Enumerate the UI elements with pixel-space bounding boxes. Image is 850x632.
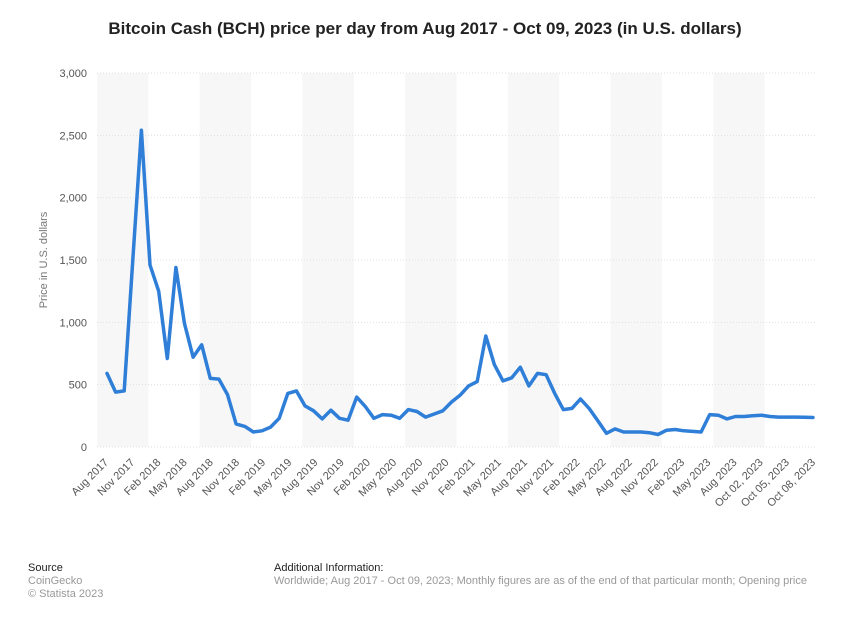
- series-layer: [105, 128, 815, 437]
- plot-band: [713, 73, 765, 447]
- y-axis-label: Price in U.S. dollars: [38, 211, 50, 308]
- series-line: [105, 128, 815, 437]
- source-heading: Source: [28, 562, 63, 574]
- additional-info-block: Additional Information: Worldwide; Aug 2…: [274, 562, 834, 588]
- y-tick-label: 2,000: [59, 193, 87, 205]
- y-tick-label: 1,000: [59, 317, 87, 329]
- additional-info-text: Worldwide; Aug 2017 - Oct 09, 2023; Mont…: [274, 575, 807, 587]
- y-tick-label: 500: [69, 380, 87, 392]
- y-tick-label: 0: [81, 442, 87, 454]
- plot-band: [507, 73, 560, 447]
- y-axis-tick-labels: 0 500 1,000 1,500 2,000 2,500 3,000: [59, 68, 87, 454]
- source-line-1[interactable]: CoinGecko: [28, 575, 83, 587]
- source-block: Source CoinGecko © Statista 2023: [28, 562, 103, 601]
- source-line-2: © Statista 2023: [28, 588, 104, 600]
- y-tick-label: 2,500: [59, 130, 87, 142]
- y-tick-label: 1,500: [59, 255, 87, 267]
- y-tick-label: 3,000: [59, 68, 87, 80]
- plot-band: [610, 73, 662, 447]
- chart-title: Bitcoin Cash (BCH) price per day from Au…: [108, 19, 742, 38]
- additional-info-heading: Additional Information:: [274, 562, 384, 574]
